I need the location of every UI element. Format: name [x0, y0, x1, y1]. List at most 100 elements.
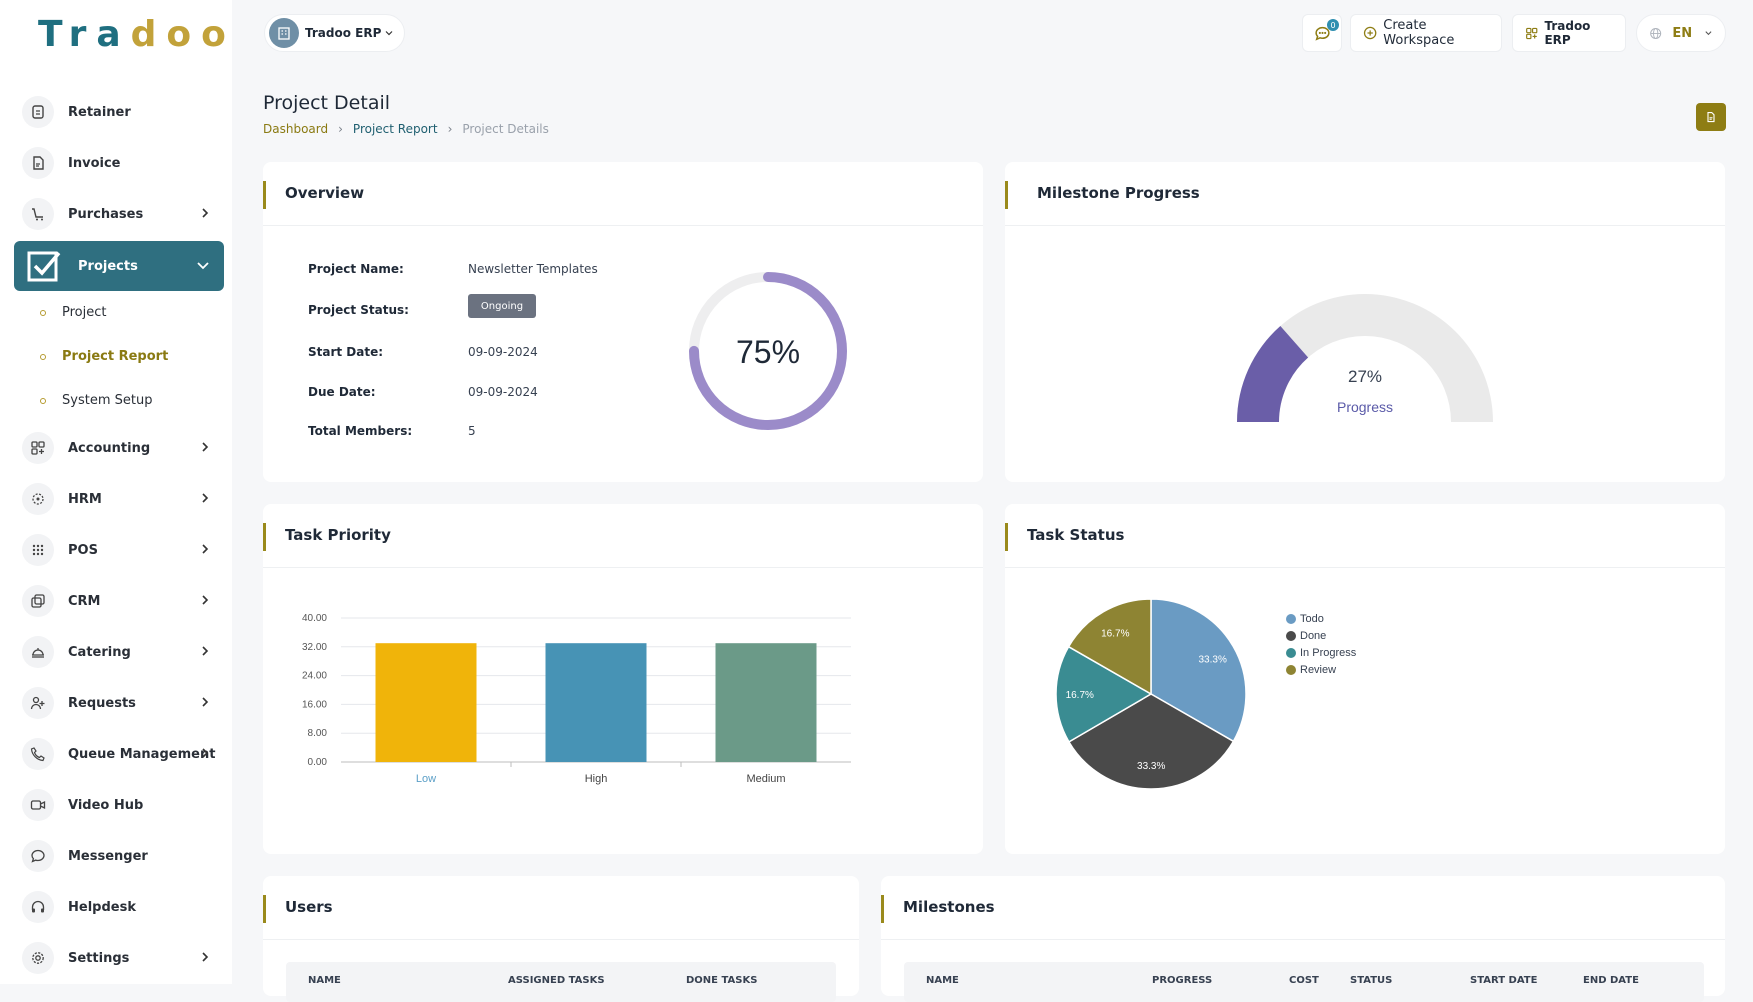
notifications-button[interactable]: 0: [1302, 14, 1342, 52]
tradoo-logo[interactable]: Tradoo: [38, 14, 236, 55]
workspace-switcher[interactable]: Tradoo ERP: [264, 14, 406, 52]
building-icon: [269, 18, 299, 48]
sidebar-item-invoice[interactable]: Invoice: [18, 143, 226, 183]
project-progress-ring: 75%: [689, 272, 847, 430]
column-header: END DATE: [1583, 975, 1639, 986]
sidebar-sub-system-setup[interactable]: System Setup: [40, 393, 152, 408]
pie-slice-in-progress: [1055, 645, 1153, 743]
chevron-right-icon: [202, 595, 209, 605]
overview-title: Overview: [285, 184, 365, 202]
field-label: Total Members:: [308, 424, 413, 438]
gear-icon: [22, 942, 54, 974]
pie-slice-label: 16.7%: [1101, 628, 1129, 639]
column-header: PROGRESS: [1152, 975, 1213, 986]
bullet-icon: [40, 397, 46, 404]
phone-icon: [22, 738, 54, 770]
total-members-value: 5: [468, 424, 476, 438]
x-tick-label: Low: [416, 773, 436, 785]
sidebar-item-hrm[interactable]: HRM: [18, 479, 226, 519]
grid-icon: [22, 432, 54, 464]
sidebar-item-projects[interactable]: Projects: [14, 241, 224, 291]
message-icon: [1314, 26, 1330, 41]
export-pdf-button[interactable]: [1696, 103, 1726, 131]
column-header: START DATE: [1470, 975, 1538, 986]
y-tick-label: 32.00: [302, 642, 327, 653]
legend-item[interactable]: In Progress: [1286, 644, 1356, 661]
pie-slice-review: [1067, 598, 1152, 696]
legend-label: Review: [1300, 663, 1337, 676]
legend-label: Done: [1300, 629, 1327, 642]
sidebar-item-crm[interactable]: CRM: [18, 581, 226, 621]
retainer-icon: [22, 96, 54, 128]
user-plus-icon: [22, 687, 54, 719]
pie-slice-label: 16.7%: [1066, 690, 1094, 701]
task-status-card: Task Status 33.3% 33.3% 16.7% 16.7%: [1005, 504, 1725, 854]
sidebar-item-settings[interactable]: Settings: [18, 938, 226, 978]
chevron-right-icon: [202, 697, 209, 707]
milestones-title: Milestones: [903, 898, 995, 916]
column-header: STATUS: [1350, 975, 1393, 986]
pie-slice-todo: [1150, 598, 1247, 743]
breadcrumb-current: Project Details: [462, 122, 549, 136]
column-header: NAME: [308, 975, 341, 986]
progress-ring-label: 75%: [736, 334, 800, 370]
progress-ring-arc: [689, 272, 847, 430]
chevron-right-icon: ›: [338, 122, 343, 136]
legend-label: Todo: [1300, 612, 1324, 625]
chevron-right-icon: [202, 442, 209, 452]
task-status-chart: 33.3% 33.3% 16.7% 16.7%: [1055, 598, 1247, 790]
cart-icon: [22, 198, 54, 230]
gauge-fill: [1237, 325, 1309, 422]
x-tick-label: High: [585, 773, 608, 785]
breadcrumb-dashboard[interactable]: Dashboard: [263, 122, 329, 136]
sidebar-item-accounting[interactable]: Accounting: [18, 428, 226, 468]
milestones-table-header: NAME PROGRESS COST STATUS START DATE END…: [904, 962, 1704, 1002]
sidebar-item-retainer[interactable]: Retainer: [18, 92, 226, 132]
pie-slice-label: 33.3%: [1137, 761, 1165, 772]
bullet-icon: [40, 353, 46, 360]
sidebar-sub-project-report[interactable]: Project Report: [40, 349, 168, 364]
sidebar-item-helpdesk[interactable]: Helpdesk: [18, 887, 226, 927]
sidebar-sub-project[interactable]: Project: [40, 305, 106, 320]
chevron-right-icon: [202, 493, 209, 503]
milestone-gauge: 27% Progress: [1237, 294, 1493, 422]
milestones-card: Milestones NAME PROGRESS COST STATUS STA…: [881, 876, 1725, 1002]
column-header: COST: [1289, 975, 1319, 986]
plus-circle-icon: [1363, 26, 1377, 40]
sidebar-item-messenger[interactable]: Messenger: [18, 836, 226, 876]
sidebar-item-catering[interactable]: Catering: [18, 632, 226, 672]
field-label: Due Date:: [308, 385, 376, 399]
task-priority-chart: 0.00 8.00 16.00 24.00 32.00 40.00 Low High Mediu…: [302, 613, 851, 785]
checkbox-icon: [24, 246, 64, 286]
sidebar-item-video-hub[interactable]: Video Hub: [18, 785, 226, 825]
chevron-right-icon: [202, 748, 209, 758]
sidebar-item-requests[interactable]: Requests: [18, 683, 226, 723]
create-workspace-button[interactable]: Create Workspace: [1350, 14, 1502, 52]
project-name-value: Newsletter Templates: [468, 262, 598, 276]
legend-item[interactable]: Done: [1286, 627, 1356, 644]
sidebar: Tradoo Retainer Invoice Purchases Projec…: [0, 0, 232, 984]
language-selector[interactable]: EN: [1636, 14, 1726, 52]
field-label: Project Name:: [308, 262, 404, 276]
chevron-right-icon: [202, 646, 209, 656]
legend-item[interactable]: Todo: [1286, 610, 1356, 627]
legend-item[interactable]: Review: [1286, 661, 1356, 678]
pie-slice-label: 33.3%: [1198, 654, 1226, 665]
legend-label: In Progress: [1300, 646, 1357, 659]
sidebar-item-purchases[interactable]: Purchases: [18, 194, 226, 234]
bullet-icon: [40, 309, 46, 316]
legend-swatch: [1286, 630, 1296, 641]
video-icon: [22, 789, 54, 821]
app-switch-button[interactable]: Tradoo ERP: [1512, 14, 1626, 52]
status-badge: Ongoing: [468, 294, 536, 318]
notification-count-badge: 0: [1327, 19, 1339, 31]
bar-high: [545, 643, 647, 762]
breadcrumb-project-report[interactable]: Project Report: [352, 122, 438, 136]
sidebar-item-pos[interactable]: POS: [18, 530, 226, 570]
sidebar-item-queue-management[interactable]: Queue Management: [18, 734, 226, 774]
bar-medium: [715, 643, 817, 762]
breadcrumb: Dashboard › Project Report › Project Det…: [263, 122, 549, 136]
chevron-right-icon: [202, 544, 209, 554]
chevron-down-icon: [197, 262, 209, 270]
due-date-value: 09-09-2024: [468, 385, 538, 399]
